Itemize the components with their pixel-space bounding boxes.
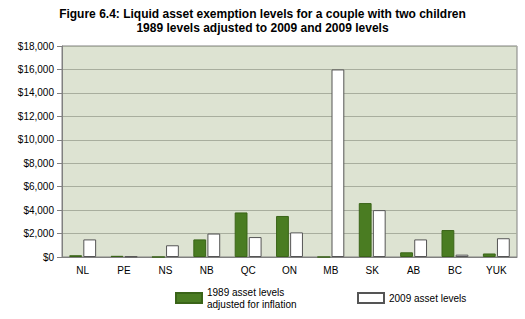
svg-text:BC: BC xyxy=(448,265,462,276)
svg-text:1989 levels adjusted to 2009 a: 1989 levels adjusted to 2009 and 2009 le… xyxy=(136,21,388,35)
svg-text:$16,000: $16,000 xyxy=(18,64,55,75)
svg-text:$4,000: $4,000 xyxy=(23,205,54,216)
svg-text:MB: MB xyxy=(323,265,338,276)
svg-text:2009 asset levels: 2009 asset levels xyxy=(389,293,466,304)
svg-text:NL: NL xyxy=(76,265,89,276)
svg-text:QC: QC xyxy=(241,265,256,276)
svg-text:$10,000: $10,000 xyxy=(18,134,55,145)
svg-text:Figure 6.4: Liquid asset exemp: Figure 6.4: Liquid asset exemption level… xyxy=(59,7,466,21)
svg-text:AB: AB xyxy=(407,265,421,276)
svg-text:YUK: YUK xyxy=(486,265,507,276)
svg-text:PE: PE xyxy=(117,265,131,276)
svg-text:NS: NS xyxy=(158,265,172,276)
svg-text:1989 asset levels: 1989 asset levels xyxy=(207,287,287,298)
svg-text:NB: NB xyxy=(200,265,214,276)
svg-text:ON: ON xyxy=(282,265,297,276)
svg-text:$6,000: $6,000 xyxy=(23,181,54,192)
svg-text:SK: SK xyxy=(366,265,380,276)
svg-text:$0: $0 xyxy=(43,252,55,263)
svg-text:$2,000: $2,000 xyxy=(23,228,54,239)
svg-text:adjusted for inflation: adjusted for inflation xyxy=(207,299,297,310)
svg-text:$8,000: $8,000 xyxy=(23,158,54,169)
svg-text:$18,000: $18,000 xyxy=(18,41,55,52)
svg-text:$14,000: $14,000 xyxy=(18,87,55,98)
svg-text:$12,000: $12,000 xyxy=(18,111,55,122)
